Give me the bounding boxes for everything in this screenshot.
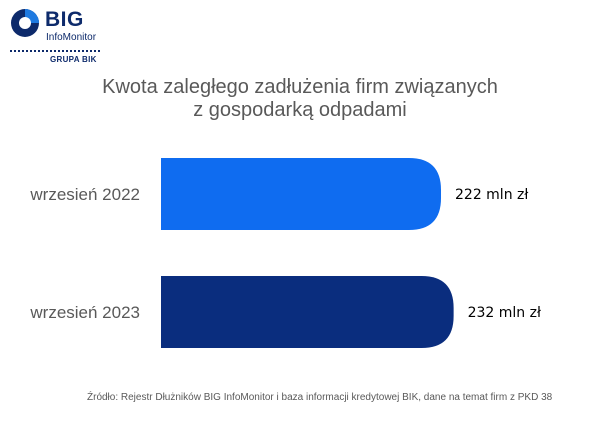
logo-divider <box>10 50 100 52</box>
category-label-1: wrzesień 2022 <box>29 185 140 204</box>
value-label-2: 232 mln zł <box>468 305 541 321</box>
chart-title-line-2: z gospodarką odpadami <box>193 99 407 121</box>
value-label-1: 222 mln zł <box>455 187 528 203</box>
big-infomonitor-logo: BIG InfoMonitor GRUPA BIK <box>10 8 110 66</box>
bar-1 <box>161 158 442 230</box>
logo-mark-icon <box>11 9 39 37</box>
source-note: Źródło: Rejestr Dłużników BIG InfoMonito… <box>87 392 553 403</box>
logo-subtitle: InfoMonitor <box>46 32 97 43</box>
bar-2 <box>161 276 454 348</box>
logo-name: BIG <box>45 8 84 31</box>
chart-title-line-1: Kwota zaległego zadłużenia firm związany… <box>102 76 498 98</box>
logo-group: GRUPA BIK <box>50 55 97 64</box>
category-label-2: wrzesień 2023 <box>29 303 140 322</box>
chart-title: Kwota zaległego zadłużenia firm związany… <box>0 76 600 122</box>
